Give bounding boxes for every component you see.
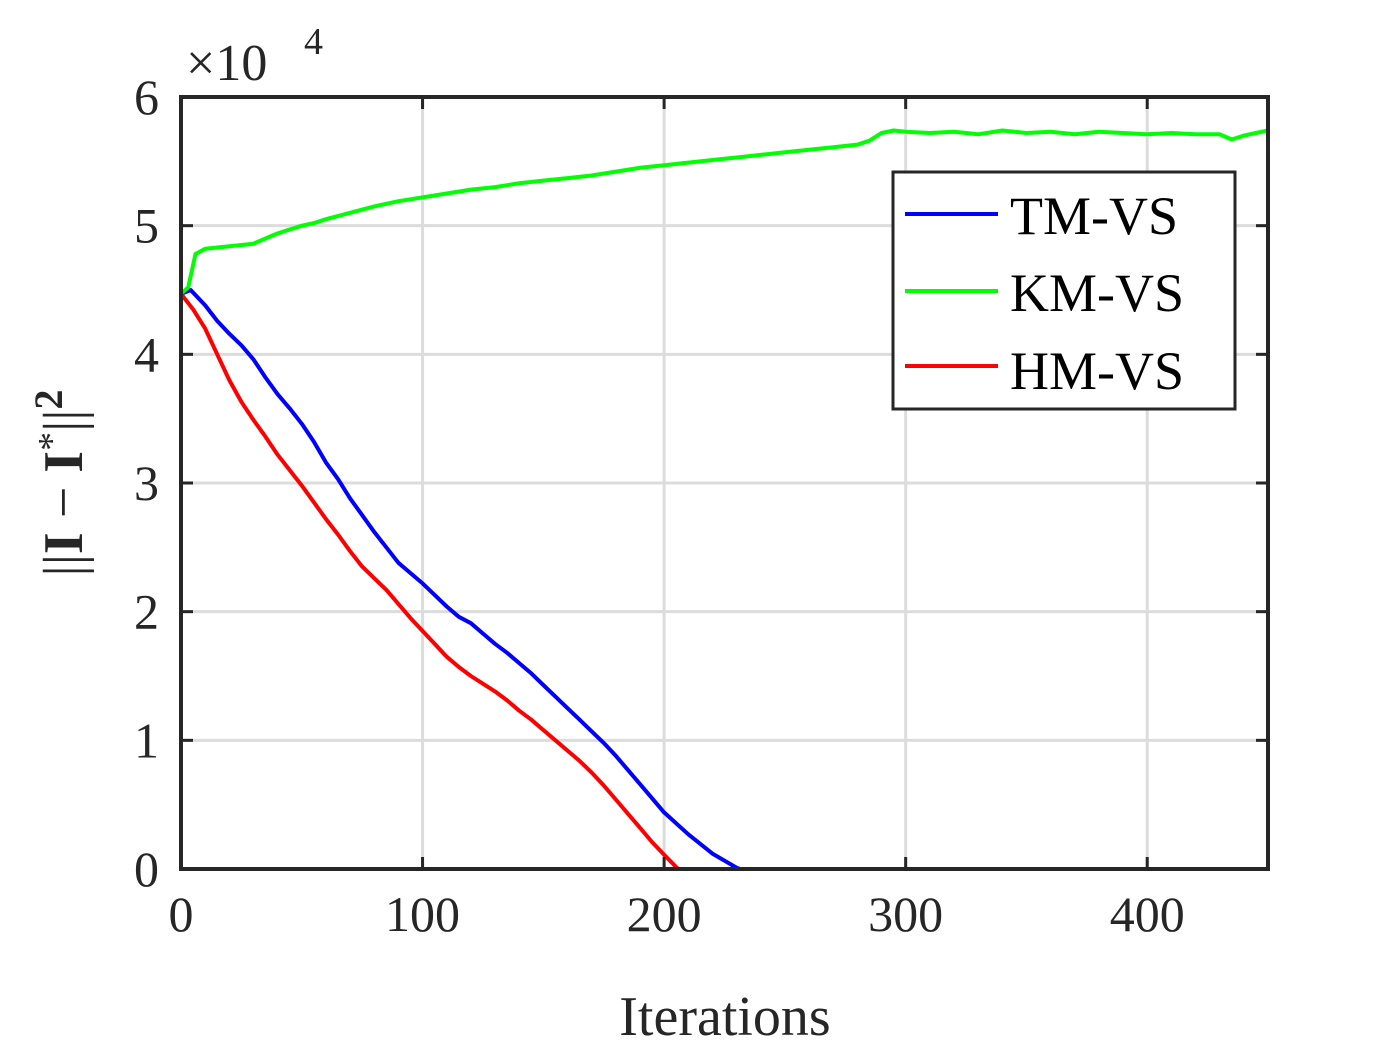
y-tick-label-4: 4 — [134, 326, 159, 382]
x-tick-label-400: 400 — [1110, 886, 1185, 942]
x-tick-label-200: 200 — [627, 886, 702, 942]
plot-series — [181, 128, 1268, 869]
y-multiplier-exponent: 4 — [304, 21, 323, 63]
legend-label-tm-vs: TM-VS — [1010, 186, 1178, 246]
y-label-norm-close: || — [33, 409, 95, 431]
y-multiplier: ×10 4 — [186, 21, 323, 92]
y-label-power: 2 — [26, 389, 71, 409]
y-label-norm-open: || — [33, 554, 95, 576]
y-tick-label-0: 0 — [134, 841, 159, 897]
legend-label-km-vs: KM-VS — [1010, 263, 1184, 323]
svg-text:||I−I*||2: ||I−I*||2 — [26, 389, 95, 576]
legend-label-hm-vs: HM-VS — [1010, 341, 1184, 401]
y-tick-label-2: 2 — [134, 584, 159, 640]
series-line-hm-vs — [181, 291, 681, 869]
x-tick-label-0: 0 — [169, 886, 194, 942]
tick-labels: 0 100 200 300 400 0 1 2 3 4 5 6 — [134, 69, 1185, 942]
y-tick-label-6: 6 — [134, 69, 159, 125]
y-label-I: I — [33, 532, 95, 554]
axes — [179, 95, 1270, 871]
y-label-I-star: I — [33, 451, 95, 473]
y-tick-label-1: 1 — [134, 712, 159, 768]
y-label-minus: − — [33, 487, 95, 519]
y-label-star: * — [31, 432, 73, 451]
y-tick-label-3: 3 — [134, 455, 159, 511]
legend-item-km-vs: KM-VS — [905, 263, 1184, 323]
x-tick-label-100: 100 — [385, 886, 460, 942]
legend-item-tm-vs: TM-VS — [905, 186, 1178, 246]
x-axis-label: Iterations — [619, 986, 830, 1048]
y-tick-label-5: 5 — [134, 198, 159, 254]
y-axis-label: ||I−I*||2 — [26, 389, 95, 576]
x-tick-label-300: 300 — [868, 886, 943, 942]
series-line-km-vs — [181, 128, 1268, 296]
series-line-tm-vs — [181, 288, 746, 869]
y-multiplier-base: ×10 — [186, 35, 267, 92]
legend: TM-VS KM-VS HM-VS — [891, 170, 1237, 411]
legend-item-hm-vs: HM-VS — [905, 341, 1184, 401]
